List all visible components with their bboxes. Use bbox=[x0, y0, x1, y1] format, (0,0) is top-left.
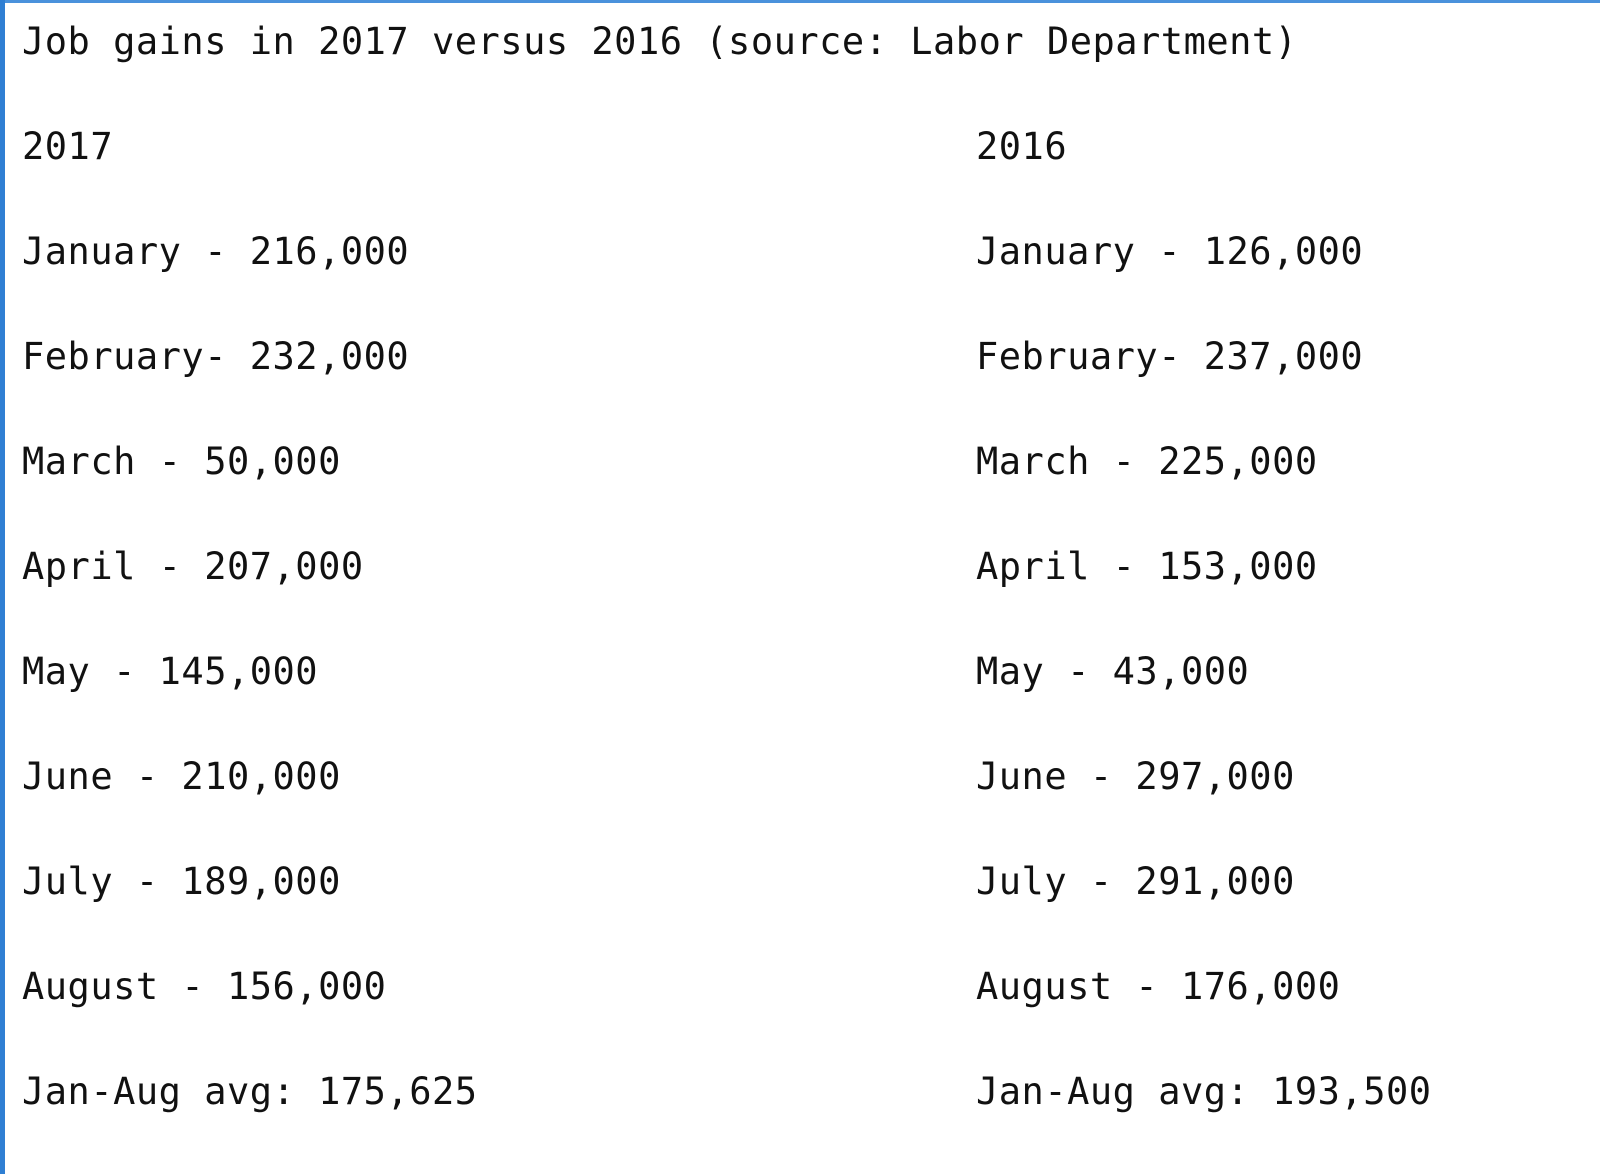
job-gain-line-2016-march: March - 225,000 bbox=[976, 440, 1318, 483]
job-gain-line-2016-august: August - 176,000 bbox=[976, 965, 1341, 1008]
job-gain-line-2017-january: January - 216,000 bbox=[22, 230, 410, 273]
job-gain-line-2017-may: May - 145,000 bbox=[22, 650, 319, 693]
job-gain-line-2016-june: June - 297,000 bbox=[976, 755, 1295, 798]
job-gain-line-2017-april: April - 207,000 bbox=[22, 545, 364, 588]
job-gain-line-2017-june: June - 210,000 bbox=[22, 755, 341, 798]
job-gain-line-2016-july: July - 291,000 bbox=[976, 860, 1295, 903]
panel-top-border bbox=[0, 0, 1600, 3]
year-2017-header: 2017 bbox=[22, 125, 114, 168]
job-gain-line-2017-february: February- 232,000 bbox=[22, 335, 410, 378]
job-gain-line-2016-may: May - 43,000 bbox=[976, 650, 1250, 693]
year-2016-header: 2016 bbox=[976, 125, 1068, 168]
job-gain-line-2016-april: April - 153,000 bbox=[976, 545, 1318, 588]
job-gain-line-2016-february: February- 237,000 bbox=[976, 335, 1364, 378]
panel-left-border bbox=[0, 0, 5, 1174]
job-gain-line-2016-january: January - 126,000 bbox=[976, 230, 1364, 273]
job-gain-line-2017-march: March - 50,000 bbox=[22, 440, 341, 483]
document-title: Job gains in 2017 versus 2016 (source: L… bbox=[22, 20, 1298, 63]
average-line-2017: Jan-Aug avg: 175,625 bbox=[22, 1070, 478, 1113]
average-line-2016: Jan-Aug avg: 193,500 bbox=[976, 1070, 1432, 1113]
job-gain-line-2017-august: August - 156,000 bbox=[22, 965, 387, 1008]
job-gain-line-2017-july: July - 189,000 bbox=[22, 860, 341, 903]
